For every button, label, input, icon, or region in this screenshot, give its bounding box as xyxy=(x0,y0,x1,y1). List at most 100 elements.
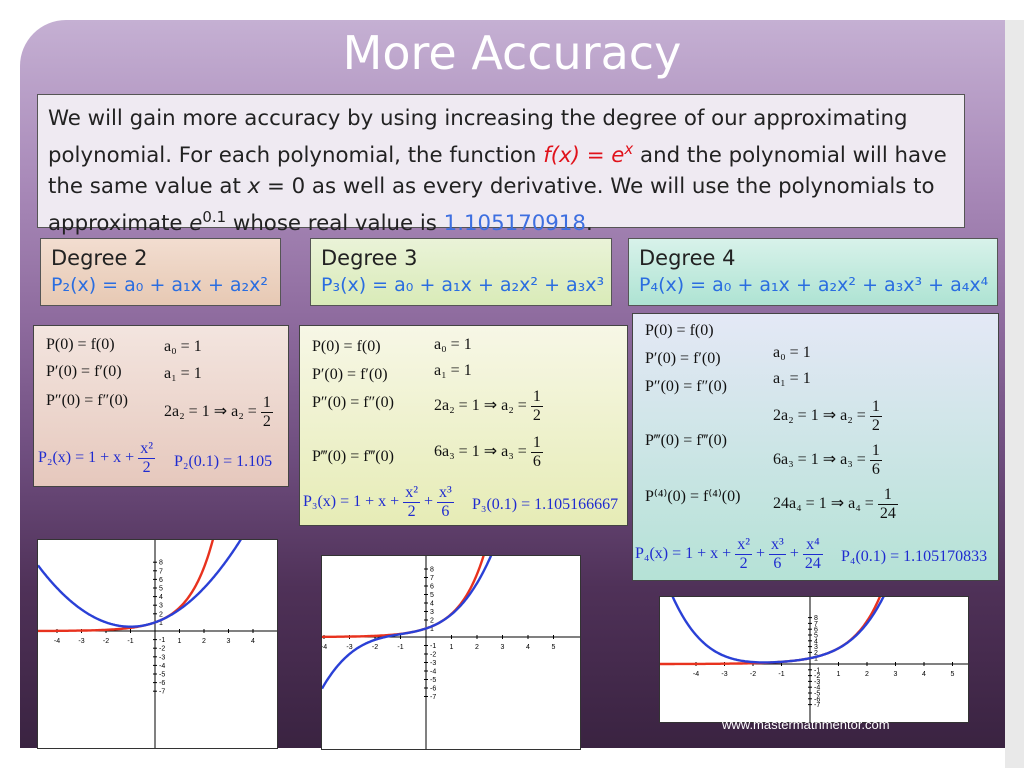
x-tick-label: 4 xyxy=(251,638,255,645)
y-tick-label: 1 xyxy=(430,626,434,633)
function-fx: f(x) = ex xyxy=(543,140,634,169)
condition-line: P″(0) = f″(0) xyxy=(312,394,394,411)
real-value: 1.105170918 xyxy=(443,211,586,237)
degree-2-formula: P₂(x) = a₀ + a₁x + a₂x² xyxy=(51,274,269,296)
y-tick-label: 6 xyxy=(814,627,818,634)
x-tick-label: 5 xyxy=(951,671,955,678)
condition-line: P′(0) = f′(0) xyxy=(645,350,721,367)
condition-line: P″(0) = f″(0) xyxy=(645,378,727,395)
y-tick-label: 3 xyxy=(814,644,818,651)
x-tick-label: -1 xyxy=(397,644,403,651)
y-tick-label: -3 xyxy=(430,660,436,667)
y-tick-label: 6 xyxy=(159,577,163,584)
intro-text-5: . xyxy=(585,211,593,237)
exp-curve xyxy=(660,597,882,666)
x-tick-label: -2 xyxy=(750,671,756,678)
y-tick-label: -6 xyxy=(430,686,436,693)
degree-3-label: Degree 3 xyxy=(321,246,418,270)
e-base: e xyxy=(189,211,203,237)
y-tick-label: -3 xyxy=(159,654,165,661)
x-tick-label: 2 xyxy=(865,671,869,678)
condition-line: P″(0) = f″(0) xyxy=(46,392,128,409)
x-tick-label: -2 xyxy=(103,638,109,645)
y-tick-label: 2 xyxy=(159,611,163,618)
coefficient: a₁ = 1 xyxy=(164,365,202,382)
y-tick-label: -5 xyxy=(814,691,820,698)
y-tick-label: 4 xyxy=(814,638,818,645)
x-tick-label: -1 xyxy=(778,671,784,678)
y-tick-label: -7 xyxy=(159,689,165,696)
y-tick-label: -2 xyxy=(430,652,436,659)
y-tick-label: 2 xyxy=(814,650,818,657)
y-tick-label: -4 xyxy=(430,669,436,676)
coefficient: a₀ = 1 xyxy=(164,338,202,355)
y-tick-label: 7 xyxy=(430,575,434,582)
footer-url: www.mastermathmentor.com xyxy=(722,717,890,732)
slide-edge xyxy=(1005,20,1024,768)
y-tick-label: -4 xyxy=(159,663,165,670)
x-tick-label: 1 xyxy=(178,638,182,645)
degree-3-derivation: P(0) = f(0) P′(0) = f′(0) P″(0) = f″(0) … xyxy=(299,325,628,526)
y-tick-label: 8 xyxy=(159,560,163,567)
graph-degree-2: -4 -3 -2 -1 1 2 3 4 8 7 6 5 4 3 2 1 -1 -2 -3 -4 -5 -6 -7 xyxy=(37,539,278,749)
condition-line: P⁽⁴⁾(0) = f⁽⁴⁾(0) xyxy=(645,488,741,505)
degree-4-formula: P₄(x) = a₀ + a₁x + a₂x² + a₃x³ + a₄x⁴ xyxy=(639,274,989,296)
poly-p4: P₄(x) = 1 + x + x² 2 + x³ 6 + x⁴ 24 xyxy=(635,536,823,572)
y-tick-label: -6 xyxy=(814,696,820,703)
condition-line: P(0) = f(0) xyxy=(312,338,381,355)
result-p4: P₄(0.1) = 1.105170833 xyxy=(841,548,988,565)
coefficient: a₀ = 1 xyxy=(773,344,811,361)
intro-box: We will gain more accuracy by using incr… xyxy=(37,94,965,236)
poly-curve xyxy=(322,556,493,690)
degree-2-label: Degree 2 xyxy=(51,246,148,270)
poly-p2: P₂(x) = 1 + x + x² 2 xyxy=(38,440,155,476)
x-tick-label: 2 xyxy=(202,638,206,645)
poly-curve xyxy=(671,597,885,664)
y-tick-label: 7 xyxy=(814,621,818,628)
intro-text-1: We will gain more accuracy by using incr… xyxy=(48,106,908,169)
y-tick-label: -1 xyxy=(159,637,165,644)
coefficient: a₁ = 1 xyxy=(773,370,811,387)
y-tick-label: 4 xyxy=(159,594,163,601)
poly-p3: P₃(x) = 1 + x + x² 2 + x³ 6 xyxy=(303,484,454,520)
x-tick-label: 2 xyxy=(475,644,479,651)
y-tick-label: 4 xyxy=(430,601,434,608)
intro-text-2: and the polynomial will have the same va… xyxy=(48,143,947,200)
y-tick-label: -5 xyxy=(159,672,165,679)
y-tick-label: 3 xyxy=(159,603,163,610)
y-tick-label: 1 xyxy=(159,620,163,627)
x-tick-label: -2 xyxy=(372,644,378,651)
y-tick-label: -4 xyxy=(814,685,820,692)
graph-degree-4: -4 -3 -2 -1 1 2 3 4 5 8 7 6 5 4 3 2 1 -1 -2 -3 -4 -5 -6 -7 xyxy=(659,596,969,723)
y-tick-label: -5 xyxy=(430,677,436,684)
x-tick-label: -4 xyxy=(322,644,327,651)
y-tick-label: -7 xyxy=(814,702,820,709)
y-tick-label: 8 xyxy=(430,567,434,574)
degree-4-derivation: P(0) = f(0) P′(0) = f′(0) P″(0) = f″(0) … xyxy=(632,313,999,581)
condition-line: P′(0) = f′(0) xyxy=(312,366,388,383)
x-tick-label: -3 xyxy=(346,644,352,651)
x-tick-label: -3 xyxy=(78,638,84,645)
y-tick-label: -1 xyxy=(430,643,436,650)
y-tick-label: -6 xyxy=(159,680,165,687)
x-tick-label: -1 xyxy=(127,638,133,645)
condition-line: P‴(0) = f‴(0) xyxy=(312,448,394,465)
x-tick-label: 4 xyxy=(922,671,926,678)
x-tick-label: 3 xyxy=(894,671,898,678)
intro-text-4: whose real value is xyxy=(226,211,444,237)
exp-curve xyxy=(38,540,215,633)
x-tick-label: 3 xyxy=(227,638,231,645)
y-tick-label: 3 xyxy=(430,609,434,616)
coefficient-fraction: 24a₄ = 1 ⇒ a₄ = 1 24 xyxy=(773,486,898,522)
degree-4-header: Degree 4 P₄(x) = a₀ + a₁x + a₂x² + a₃x³ … xyxy=(628,238,998,306)
y-tick-label: 5 xyxy=(814,633,818,640)
y-tick-label: 2 xyxy=(430,618,434,625)
degree-2-header: Degree 2 P₂(x) = a₀ + a₁x + a₂x² xyxy=(40,238,281,306)
x-tick-label: 1 xyxy=(837,671,841,678)
